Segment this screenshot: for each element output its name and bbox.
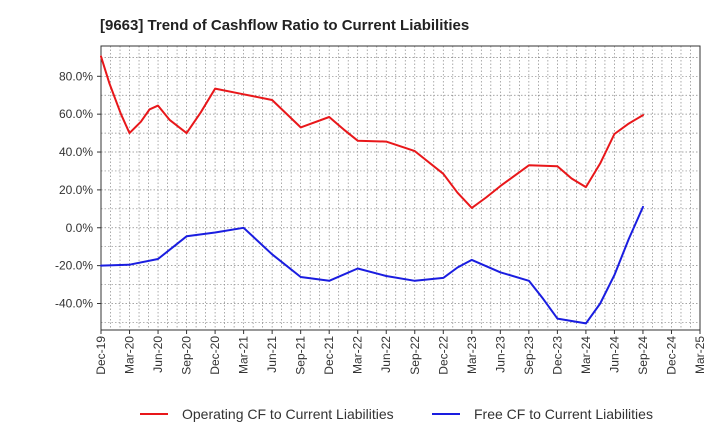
x-tick-label: Dec-24	[664, 336, 678, 375]
x-tick-label: Mar-24	[579, 336, 593, 374]
x-tick-label: Jun-20	[151, 336, 165, 373]
x-tick-label: Dec-19	[94, 336, 108, 375]
x-tick-label: Mar-25	[693, 336, 707, 374]
x-tick-label: Sep-23	[522, 336, 536, 375]
x-tick-label: Sep-22	[408, 336, 422, 375]
x-tick-label: Jun-21	[265, 336, 279, 373]
legend-label: Free CF to Current Liabilities	[474, 406, 653, 422]
axes: -40.0% -20.0% 0.0% 20.0% 40.0% 60.0% 80.0% Dec-…	[55, 45, 707, 375]
x-tick-label: Dec-20	[208, 336, 222, 375]
x-tick-label: Dec-22	[436, 336, 450, 375]
y-tick-label: 60.0%	[59, 107, 93, 121]
legend-label: Operating CF to Current Liabilities	[182, 406, 394, 422]
y-tick-label: 0.0%	[66, 221, 94, 235]
y-tick-label: 80.0%	[59, 69, 93, 83]
y-tick-label: -20.0%	[55, 259, 93, 273]
plot-frame	[100, 45, 701, 331]
x-tick-label: Mar-23	[465, 336, 479, 374]
x-tick-label: Jun-22	[379, 336, 393, 373]
x-tick-label: Sep-20	[180, 336, 194, 375]
x-tick-label: Jun-24	[607, 336, 621, 373]
x-tick-label: Mar-21	[237, 336, 251, 374]
y-tick-label: -40.0%	[55, 296, 93, 310]
y-tick-label: 40.0%	[59, 145, 93, 159]
series-line	[100, 55, 644, 209]
series-line	[100, 205, 644, 325]
y-tick-label: 20.0%	[59, 183, 93, 197]
x-tick-label: Sep-21	[294, 336, 308, 375]
x-tick-label: Mar-20	[123, 336, 137, 374]
legend: Operating CF to Current Liabilities Free …	[140, 406, 653, 422]
x-tick-label: Dec-23	[550, 336, 564, 375]
x-tick-label: Jun-23	[493, 336, 507, 373]
x-tick-label: Dec-21	[322, 336, 336, 375]
series-lines	[100, 55, 644, 325]
grid	[101, 46, 700, 330]
x-tick-label: Mar-22	[351, 336, 365, 374]
chart-title: [9663] Trend of Cashflow Ratio to Curren…	[100, 17, 469, 34]
x-tick-label: Sep-24	[636, 336, 650, 375]
